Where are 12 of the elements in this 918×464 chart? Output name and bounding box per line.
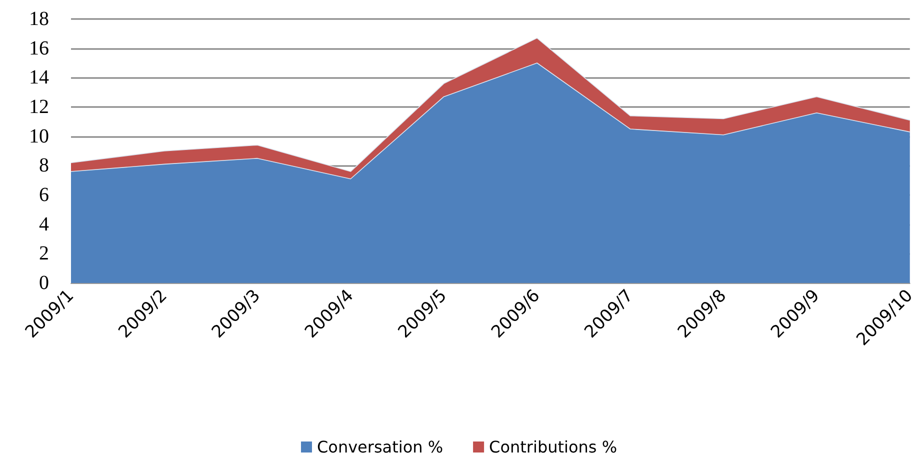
- y-tick-label: 12: [29, 96, 49, 118]
- y-tick-label: 8: [39, 154, 49, 177]
- legend-label: Conversation %: [316, 438, 444, 456]
- y-tick-label: 10: [29, 125, 49, 148]
- y-tick-label: 16: [29, 37, 49, 60]
- y-tick-label: 6: [39, 184, 49, 206]
- y-tick-label: 18: [29, 8, 49, 30]
- legend-label: Contributions %: [489, 438, 618, 456]
- y-tick-label: 2: [39, 242, 49, 265]
- y-tick-label: 14: [29, 66, 49, 89]
- y-tick-label: 0: [39, 272, 49, 294]
- y-tick-label: 4: [39, 213, 49, 236]
